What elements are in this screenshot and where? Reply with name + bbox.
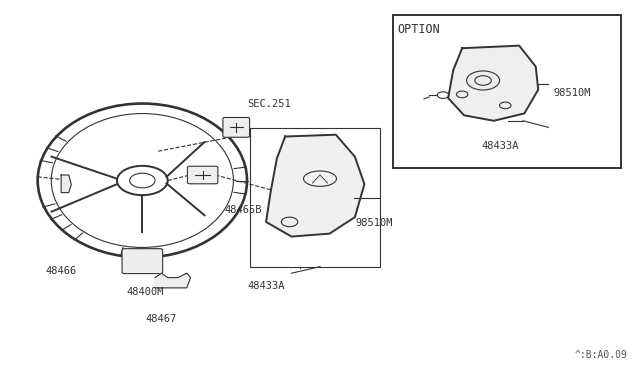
FancyBboxPatch shape <box>188 166 218 184</box>
Text: OPTION: OPTION <box>397 23 440 36</box>
Polygon shape <box>155 273 191 288</box>
Bar <box>393 15 621 169</box>
Bar <box>250 128 380 267</box>
Text: ^:B:A0.09: ^:B:A0.09 <box>575 350 628 360</box>
Text: 48467: 48467 <box>145 314 177 324</box>
Text: 48466: 48466 <box>46 266 77 276</box>
Polygon shape <box>61 175 71 193</box>
Text: 98510M: 98510M <box>554 87 591 97</box>
Text: SEC.251: SEC.251 <box>247 99 291 109</box>
Polygon shape <box>266 135 364 237</box>
FancyBboxPatch shape <box>223 118 250 137</box>
Text: 48433A: 48433A <box>247 280 285 291</box>
Text: 48400M: 48400M <box>127 287 164 297</box>
Text: 48465B: 48465B <box>225 205 262 215</box>
FancyBboxPatch shape <box>122 248 163 273</box>
Polygon shape <box>448 46 538 121</box>
Text: 48433A: 48433A <box>482 141 519 151</box>
Text: 98510M: 98510M <box>355 218 392 228</box>
